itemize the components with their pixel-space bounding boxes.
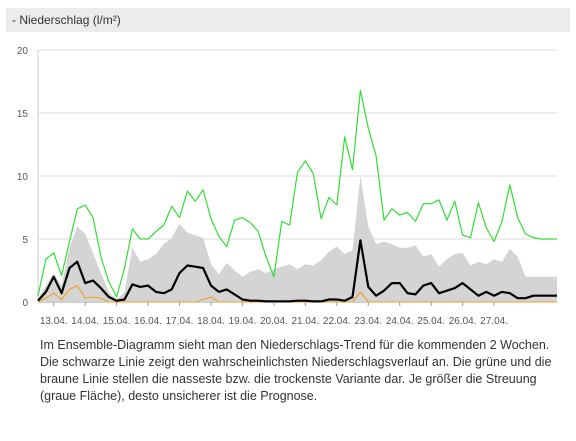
x-tick-label-12: 25.04. bbox=[417, 316, 445, 327]
x-tick-label-11: 24.04. bbox=[386, 316, 414, 327]
y-tick-label-0: 0 bbox=[22, 298, 28, 309]
chart-caption: Im Ensemble-Diagramm sieht man den Niede… bbox=[40, 338, 552, 403]
section-title: - Niederschlag (l/m²) bbox=[12, 13, 121, 27]
x-tick-label-13: 26.04. bbox=[449, 316, 477, 327]
y-tick-label-1: 5 bbox=[22, 235, 28, 246]
x-tick-label-4: 17.04. bbox=[166, 316, 194, 327]
x-axis-ticks: 13.04. 14.04. 15.04. 16.04. 17.04. 18.04. 19.0… bbox=[40, 302, 508, 327]
x-tick-label-1: 14.04. bbox=[71, 316, 99, 327]
x-tick-label-7: 20.04. bbox=[260, 316, 288, 327]
x-tick-label-2: 15.04. bbox=[103, 316, 131, 327]
x-tick-label-5: 18.04. bbox=[197, 316, 225, 327]
x-tick-label-0: 13.04. bbox=[40, 316, 68, 327]
spread-area bbox=[38, 176, 557, 302]
y-tick-label-3: 15 bbox=[17, 109, 29, 120]
spread-area-path bbox=[38, 176, 557, 302]
y-tick-label-4: 20 bbox=[17, 46, 29, 57]
x-tick-label-9: 22.04. bbox=[323, 316, 351, 327]
x-tick-label-6: 19.04. bbox=[229, 316, 257, 327]
section-header[interactable]: - Niederschlag (l/m²) bbox=[6, 8, 570, 32]
series-line-wettest bbox=[37, 89, 557, 298]
x-tick-label-3: 16.04. bbox=[134, 316, 162, 327]
x-tick-label-8: 21.04. bbox=[291, 316, 319, 327]
series-line-driest bbox=[37, 285, 557, 303]
x-tick-label-10: 23.04. bbox=[354, 316, 382, 327]
x-tick-label-14: 27.04. bbox=[480, 316, 508, 327]
series-line-mostLikely bbox=[37, 239, 557, 303]
series-lines bbox=[37, 89, 557, 303]
y-axis-ticks: 0 5 10 15 20 bbox=[17, 46, 29, 309]
y-tick-label-2: 10 bbox=[17, 172, 29, 183]
